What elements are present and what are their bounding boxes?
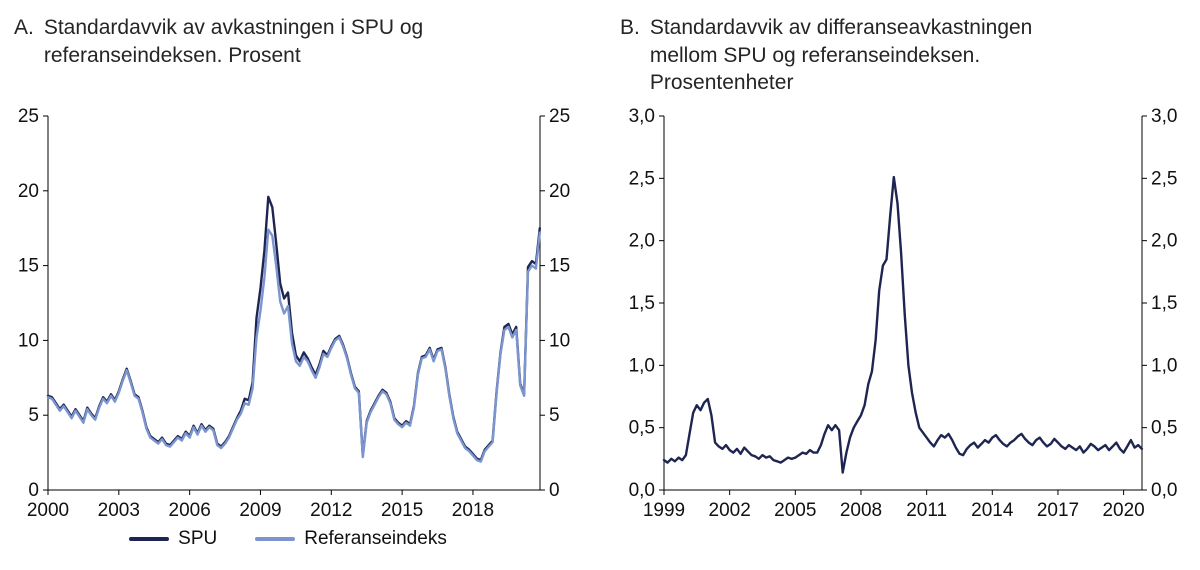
svg-text:5: 5: [28, 405, 39, 426]
svg-text:1,5: 1,5: [629, 293, 655, 314]
panel-a-label: A.: [14, 16, 34, 39]
svg-text:15: 15: [549, 256, 570, 277]
panel-a-title: A. Standardavvik av avkastningen i SPU o…: [8, 10, 600, 108]
svg-text:0: 0: [549, 480, 560, 501]
svg-text:2003: 2003: [98, 500, 140, 521]
svg-text:10: 10: [549, 330, 570, 351]
svg-text:1999: 1999: [643, 500, 685, 521]
chart-b: 0,0 0,0 0,5 0,5 1,0 1,0 1,5 1,5 2,0 2,0 2,5 2,5 3,0 3…: [629, 108, 1178, 521]
svg-text:0,5: 0,5: [629, 418, 655, 439]
panel-b: B. Standardavvik av differanseavkastning…: [600, 10, 1196, 570]
panel-b-label: B.: [620, 16, 640, 39]
svg-text:0,0: 0,0: [1151, 480, 1177, 501]
svg-text:2015: 2015: [381, 500, 423, 521]
svg-text:2012: 2012: [310, 500, 352, 521]
svg-text:2,0: 2,0: [629, 231, 655, 252]
svg-text:2002: 2002: [709, 500, 751, 521]
panel-b-title: B. Standardavvik av differanseavkastning…: [614, 10, 1196, 108]
svg-text:25: 25: [18, 108, 39, 127]
svg-text:2018: 2018: [452, 500, 494, 521]
svg-text:1,5: 1,5: [1151, 293, 1177, 314]
svg-text:2,0: 2,0: [1151, 231, 1177, 252]
svg-text:2009: 2009: [239, 500, 281, 521]
svg-text:2017: 2017: [1037, 500, 1079, 521]
svg-text:15: 15: [18, 256, 39, 277]
legend-item-spu: SPU: [129, 528, 217, 550]
referanseindeks-line-swatch: [255, 537, 296, 541]
svg-text:20: 20: [549, 181, 570, 202]
svg-text:2006: 2006: [169, 500, 211, 521]
svg-text:2000: 2000: [27, 500, 69, 521]
panel-a-title-text: Standardavvik av avkastningen i SPU og r…: [43, 16, 424, 67]
svg-text:2014: 2014: [971, 500, 1014, 521]
svg-text:10: 10: [18, 330, 39, 351]
legend-label-referanseindeks: Referanseindeks: [304, 528, 447, 549]
svg-text:2020: 2020: [1102, 500, 1144, 521]
svg-text:2,5: 2,5: [629, 168, 655, 189]
svg-text:25: 25: [549, 108, 570, 127]
legend-item-referanseindeks: Referanseindeks: [255, 528, 447, 550]
spu-line-swatch: [129, 537, 170, 541]
svg-text:2,5: 2,5: [1151, 168, 1177, 189]
svg-text:5: 5: [549, 405, 560, 426]
svg-text:2005: 2005: [774, 500, 816, 521]
svg-text:2011: 2011: [906, 500, 947, 521]
svg-text:3,0: 3,0: [1151, 108, 1177, 127]
panel-a: A. Standardavvik av avkastningen i SPU o…: [8, 10, 600, 570]
svg-text:3,0: 3,0: [629, 108, 655, 127]
svg-text:1,0: 1,0: [1151, 355, 1177, 376]
chart-a: 0 0 5 5 10 10 15 15 20 20 25 25 2000 2003 2006 2009 2012…: [18, 108, 570, 521]
panel-b-title-text: Standardavvik av differanseavkastningen …: [649, 16, 1033, 95]
svg-text:1,0: 1,0: [629, 355, 655, 376]
svg-text:0,0: 0,0: [629, 480, 655, 501]
legend: SPU Referanseindeks: [8, 528, 568, 550]
svg-text:2008: 2008: [840, 500, 882, 521]
svg-text:0: 0: [28, 480, 39, 501]
legend-label-spu: SPU: [178, 528, 218, 549]
svg-text:20: 20: [18, 181, 39, 202]
svg-text:0,5: 0,5: [1151, 418, 1177, 439]
